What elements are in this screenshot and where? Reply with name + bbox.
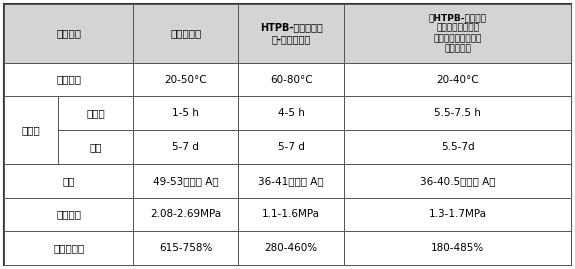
Bar (238, 4, 344, 63)
Text: 硬度: 硬度 (63, 176, 75, 186)
Text: 4-5 h: 4-5 h (278, 108, 305, 118)
Text: 终凝: 终凝 (89, 142, 102, 152)
Bar (133, 97, 238, 130)
Bar (4, 97, 58, 164)
Text: 5.5-7.5 h: 5.5-7.5 h (434, 108, 481, 118)
Text: 36-40.5（邵氏 A）: 36-40.5（邵氏 A） (420, 176, 495, 186)
Text: 5-7 d: 5-7 d (172, 142, 199, 152)
Bar (344, 63, 571, 97)
Bar (238, 97, 344, 130)
Bar (4, 63, 133, 97)
Bar (133, 164, 238, 197)
Bar (4, 197, 133, 231)
Text: 1.3-1.7MPa: 1.3-1.7MPa (428, 210, 486, 220)
Text: 结时间: 结时间 (21, 125, 40, 135)
Bar (344, 231, 571, 265)
Text: 60-80°C: 60-80°C (270, 75, 312, 84)
Text: 5-7 d: 5-7 d (278, 142, 305, 152)
Text: 49-53（邵氏 A）: 49-53（邵氏 A） (153, 176, 218, 186)
Text: 断裂伸长率: 断裂伸长率 (53, 243, 85, 253)
Bar (344, 164, 571, 197)
Bar (133, 4, 238, 63)
Bar (238, 164, 344, 197)
Text: 抗拉强度: 抗拉强度 (56, 210, 81, 220)
Bar (4, 164, 133, 197)
Bar (238, 130, 344, 164)
Text: 相关参数: 相关参数 (56, 28, 81, 38)
Bar (133, 231, 238, 265)
Text: 20-50°C: 20-50°C (164, 75, 207, 84)
Text: 280-460%: 280-460% (264, 243, 318, 253)
Text: 1-5 h: 1-5 h (172, 108, 199, 118)
Text: 5.5-7d: 5.5-7d (441, 142, 474, 152)
Text: 适用期: 适用期 (86, 108, 105, 118)
Bar (344, 4, 571, 63)
Text: 615-758%: 615-758% (159, 243, 212, 253)
Text: 20-40°C: 20-40°C (436, 75, 479, 84)
Bar (238, 63, 344, 97)
Text: 《HTPB-异氰酸酯
黏结剂体系的室温
固化及性能研究》室
温固化配方: 《HTPB-异氰酸酯 黏结剂体系的室温 固化及性能研究》室 温固化配方 (428, 13, 486, 54)
Bar (133, 130, 238, 164)
Bar (4, 4, 133, 63)
Bar (4, 231, 133, 265)
Text: HTPB-异氰酸酯体
系-单一催化剂: HTPB-异氰酸酯体 系-单一催化剂 (260, 23, 323, 44)
Bar (238, 231, 344, 265)
Text: 本发明配方: 本发明配方 (170, 28, 201, 38)
Bar (344, 130, 571, 164)
Bar (58, 97, 133, 130)
Text: 36-41（邵氏 A）: 36-41（邵氏 A） (258, 176, 324, 186)
Text: 固化温度: 固化温度 (56, 75, 81, 84)
Bar (133, 63, 238, 97)
Bar (344, 197, 571, 231)
Bar (238, 197, 344, 231)
Bar (58, 130, 133, 164)
Bar (133, 197, 238, 231)
Bar (344, 97, 571, 130)
Text: 2.08-2.69MPa: 2.08-2.69MPa (150, 210, 221, 220)
Text: 180-485%: 180-485% (431, 243, 484, 253)
Text: 1.1-1.6MPa: 1.1-1.6MPa (262, 210, 320, 220)
